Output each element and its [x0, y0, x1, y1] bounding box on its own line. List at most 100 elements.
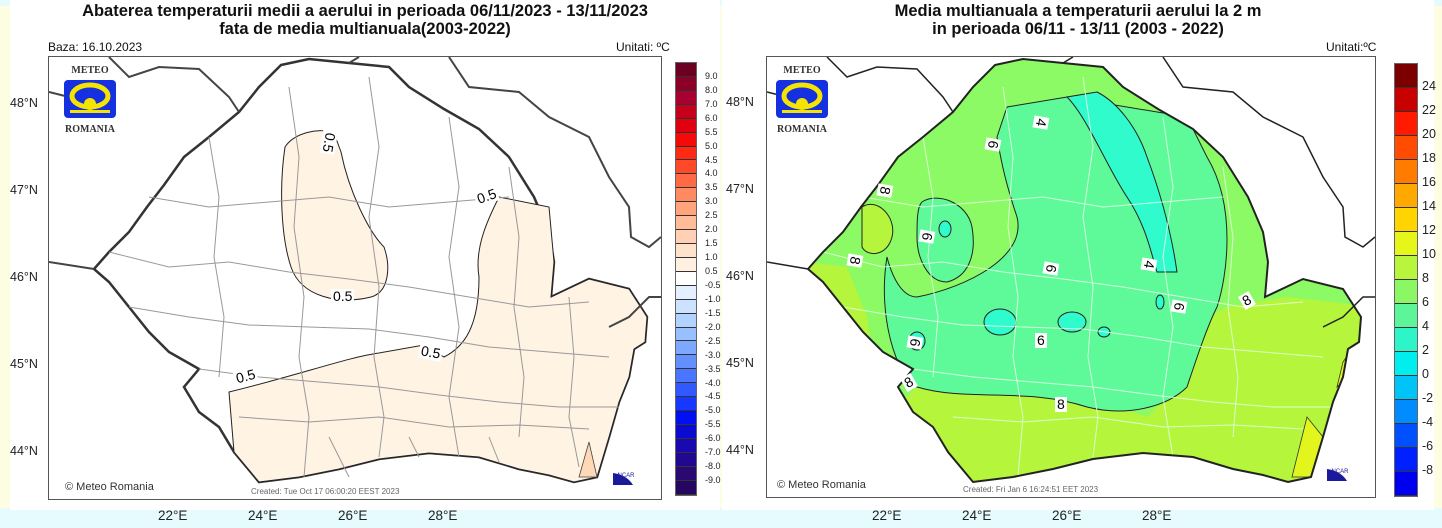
contour-label: 6 [984, 137, 1002, 152]
lat-label: 45°N [726, 356, 754, 370]
colorbar-tick-label: 10 [1422, 247, 1436, 261]
colorbar-tick-label: 9.0 [705, 70, 718, 81]
colorbar-segment [676, 188, 696, 203]
lon-label: 22°E [872, 508, 902, 523]
lon-label: 24°E [248, 508, 278, 523]
colorbar-segment [676, 369, 696, 384]
colorbar-segment [676, 438, 696, 453]
contour-label: 6 [1042, 261, 1060, 276]
colorbar-segment [676, 355, 696, 370]
mean-map-svg [767, 57, 1375, 484]
anomaly-map-panel: Abaterea temperaturii medii a aerului in… [10, 0, 721, 523]
colorbar-tick-label: -6.0 [705, 433, 721, 444]
colorbar-segment [676, 466, 696, 481]
lon-label: 28°E [428, 508, 458, 523]
colorbar-tick-label: -2.0 [705, 321, 721, 332]
logo-top-text: METEO [71, 65, 109, 76]
colorbar-segment [1395, 88, 1417, 112]
colorbar-segment [1395, 112, 1417, 136]
anomaly-map-svg [49, 57, 661, 484]
colorbar-segment [676, 243, 696, 258]
colorbar-segment [676, 383, 696, 398]
logo-bottom-text: ROMANIA [777, 124, 827, 135]
colorbar-segment [1395, 160, 1417, 184]
colorbar-tick-label: 2.5 [705, 210, 718, 221]
colorbar-segment [676, 424, 696, 439]
colorbar-tick-label: -9.0 [705, 475, 721, 486]
colorbar-segment [1395, 256, 1417, 280]
colorbar-tick-label: 1.0 [705, 252, 718, 263]
colorbar-segment [1395, 352, 1417, 376]
contour-label: 6 [918, 229, 936, 244]
contour-label: 6 [1035, 332, 1047, 348]
lat-label: 46°N [726, 269, 754, 283]
colorbar-tick-label: 18 [1422, 151, 1436, 165]
colorbar-tick-label: -4 [1422, 415, 1434, 429]
colorbar-segment [1395, 424, 1417, 448]
mean-temperature-map[interactable]: 4 6 8 6 8 4 6 8 6 6 6 8 8 METEO ROMANIA … [766, 56, 1376, 498]
colorbar-tick-label: 3.0 [705, 196, 718, 207]
colorbar-segment [676, 271, 696, 286]
colorbar-tick-label: 20 [1422, 127, 1436, 141]
lon-label: 26°E [1052, 508, 1082, 523]
left-title-line2: fata de media multianuala(2003-2022) [219, 20, 511, 38]
colorbar-segment [676, 299, 696, 314]
ncar-logo: NCAR [613, 473, 639, 485]
colorbar-tick-label: 14 [1422, 199, 1436, 213]
background-tint [0, 0, 1442, 6]
lat-label: 47°N [10, 183, 38, 197]
colorbar-tick-label: 8.0 [705, 84, 718, 95]
temperature-colorbar [1394, 63, 1418, 497]
colorbar-tick-label: 7.0 [705, 98, 718, 109]
colorbar-segment [676, 257, 696, 272]
colorbar-segment [676, 411, 696, 425]
colorbar-tick-label: 8 [1422, 271, 1429, 285]
ncar-logo: NCAR [1327, 469, 1353, 481]
colorbar-tick-label: -1.0 [705, 293, 721, 304]
copyright-text: © Meteo Romania [65, 481, 154, 493]
contour-label: 6 [1170, 299, 1188, 314]
contour-label: 8 [846, 253, 864, 268]
colorbar-segment [676, 341, 696, 356]
lat-label: 48°N [726, 95, 754, 109]
colorbar-segment [676, 397, 696, 412]
colorbar-tick-label: -5.5 [705, 419, 721, 430]
contour-label: 0.5 [331, 288, 355, 304]
colorbar-segment [676, 104, 696, 119]
colorbar-tick-label: 2.0 [705, 224, 718, 235]
colorbar-tick-label: 2 [1422, 343, 1429, 357]
right-title-line2: in perioada 06/11 - 13/11 (2003 - 2022) [932, 20, 1224, 38]
colorbar-tick-label: 6.0 [705, 112, 718, 123]
contour-label: 0.5 [319, 129, 339, 156]
colorbar-segment [676, 76, 696, 91]
lat-label: 45°N [10, 357, 38, 371]
colorbar-tick-label: 1.5 [705, 238, 718, 249]
colorbar-segment [676, 327, 696, 342]
colorbar-segment [676, 63, 696, 77]
lat-label: 47°N [726, 182, 754, 196]
colorbar-tick-label: 5.0 [705, 140, 718, 151]
lon-label: 22°E [158, 508, 188, 523]
colorbar-tick-label: -1.5 [705, 307, 721, 318]
anomaly-map[interactable]: 0.5 0.5 0.5 0.5 0.5 METEO ROMANIA © Mete… [48, 56, 662, 500]
colorbar-tick-label: -4.0 [705, 377, 721, 388]
colorbar-tick-label: 0.5 [705, 266, 718, 277]
colorbar-tick-label: -3.5 [705, 363, 721, 374]
contour-label: 8 [1055, 396, 1067, 412]
units-label: Unitati: ºC [616, 40, 670, 54]
colorbar-tick-label: -8.0 [705, 461, 721, 472]
lat-label: 44°N [10, 444, 38, 458]
colorbar-segment [676, 285, 696, 300]
colorbar-segment [1395, 376, 1417, 400]
contour-label: 4 [1140, 257, 1158, 272]
colorbar-tick-label: -5.0 [705, 405, 721, 416]
copyright-text: © Meteo Romania [777, 479, 866, 491]
lon-label: 28°E [1142, 508, 1172, 523]
colorbar-segment [1395, 232, 1417, 256]
colorbar-segment [1395, 304, 1417, 328]
colorbar-segment [1395, 184, 1417, 208]
ncar-icon [1327, 469, 1347, 481]
contour-label: 6 [906, 335, 924, 350]
colorbar-segment [1395, 64, 1417, 88]
ncar-icon [613, 473, 633, 485]
